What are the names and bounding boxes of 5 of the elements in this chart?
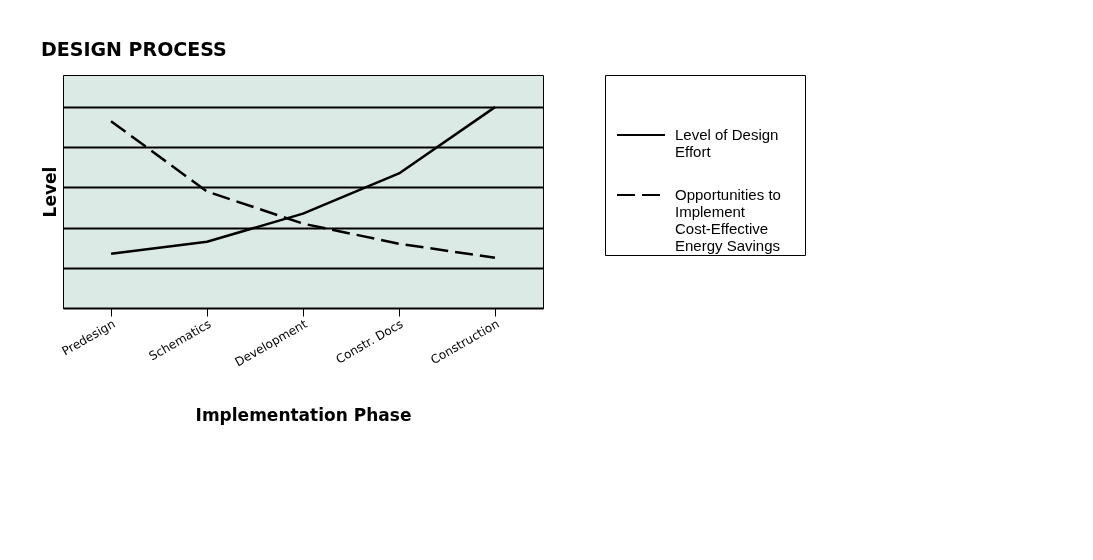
y-axis-title: Level: [39, 166, 60, 218]
x-axis-title: Implementation Phase: [195, 405, 412, 426]
legend-label: Level of Design Effort: [675, 126, 779, 160]
legend-label: Opportunities to Implement Cost-Effective Energy Savings: [675, 186, 781, 254]
chart-title: DESIGN PROCESS: [41, 38, 227, 60]
